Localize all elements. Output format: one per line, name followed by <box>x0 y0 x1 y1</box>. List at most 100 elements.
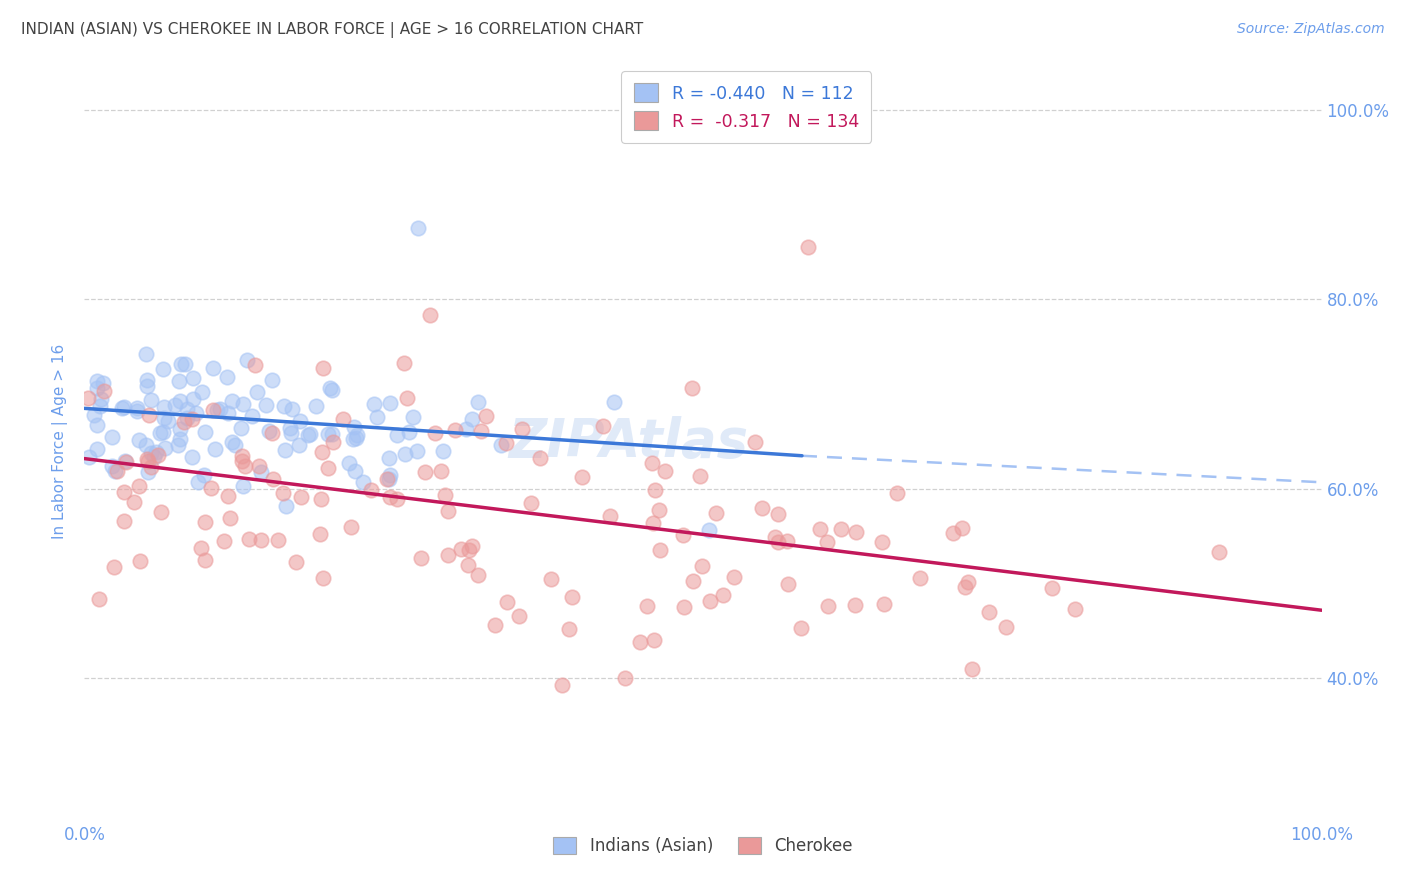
Point <box>103 559 125 574</box>
Point <box>273 399 295 413</box>
Point <box>550 678 572 692</box>
Point <box>908 571 931 585</box>
Point <box>201 403 224 417</box>
Point <box>644 483 666 497</box>
Point <box>956 574 979 589</box>
Point <box>232 397 254 411</box>
Point <box>689 469 711 483</box>
Point <box>776 576 799 591</box>
Point <box>128 433 150 447</box>
Point <box>950 521 973 535</box>
Point <box>495 436 517 450</box>
Point <box>194 425 217 439</box>
Point <box>489 438 512 452</box>
Point <box>643 633 665 648</box>
Point <box>135 373 157 387</box>
Point <box>247 458 270 473</box>
Point <box>641 456 664 470</box>
Point <box>260 426 283 441</box>
Point <box>169 422 191 436</box>
Point <box>378 468 401 483</box>
Point <box>751 501 773 516</box>
Point <box>510 422 533 436</box>
Point <box>344 431 367 445</box>
Point <box>519 496 541 510</box>
Point <box>149 425 172 440</box>
Point <box>235 459 257 474</box>
Point <box>408 221 430 235</box>
Point <box>682 574 704 588</box>
Point <box>180 450 202 464</box>
Legend: Indians (Asian), Cherokee: Indians (Asian), Cherokee <box>546 830 860 862</box>
Point <box>91 376 114 390</box>
Point <box>217 490 239 504</box>
Point <box>212 533 235 548</box>
Point <box>238 532 260 546</box>
Point <box>280 425 302 440</box>
Point <box>654 464 676 478</box>
Point <box>343 419 366 434</box>
Point <box>87 591 110 606</box>
Point <box>152 361 174 376</box>
Point <box>232 479 254 493</box>
Text: INDIAN (ASIAN) VS CHEROKEE IN LABOR FORCE | AGE > 16 CORRELATION CHART: INDIAN (ASIAN) VS CHEROKEE IN LABOR FORC… <box>21 22 644 38</box>
Point <box>437 504 460 518</box>
Point <box>540 572 562 586</box>
Point <box>450 541 472 556</box>
Point <box>815 534 838 549</box>
Point <box>309 492 332 507</box>
Point <box>461 412 484 426</box>
Point <box>385 427 408 442</box>
Point <box>614 671 637 685</box>
Point <box>690 558 713 573</box>
Point <box>149 505 172 519</box>
Point <box>305 399 328 413</box>
Point <box>339 520 361 534</box>
Point <box>86 417 108 432</box>
Point <box>790 621 813 635</box>
Point <box>955 581 977 595</box>
Point <box>873 597 896 611</box>
Point <box>156 414 179 428</box>
Point <box>318 461 340 475</box>
Point <box>697 523 720 537</box>
Point <box>352 475 374 489</box>
Point <box>648 503 671 517</box>
Point <box>430 464 453 478</box>
Point <box>181 371 204 385</box>
Point <box>250 533 273 547</box>
Point <box>309 527 332 541</box>
Point <box>406 443 429 458</box>
Point <box>599 509 621 524</box>
Point <box>628 634 651 648</box>
Point <box>139 393 162 408</box>
Point <box>169 393 191 408</box>
Point <box>135 379 157 393</box>
Point <box>1040 581 1063 595</box>
Point <box>114 453 136 467</box>
Point <box>377 451 399 466</box>
Point <box>184 406 207 420</box>
Point <box>207 402 229 417</box>
Point <box>152 425 174 440</box>
Point <box>776 533 799 548</box>
Point <box>229 420 252 434</box>
Point <box>704 506 727 520</box>
Point <box>433 487 456 501</box>
Point <box>153 411 176 425</box>
Point <box>145 445 167 459</box>
Point <box>409 551 432 566</box>
Text: ZIPAtlas: ZIPAtlas <box>509 416 749 467</box>
Point <box>281 402 304 417</box>
Point <box>363 397 385 411</box>
Point <box>114 455 136 469</box>
Point <box>290 490 312 504</box>
Point <box>236 352 259 367</box>
Point <box>169 432 191 446</box>
Point <box>89 399 111 413</box>
Point <box>432 443 454 458</box>
Point <box>711 588 734 602</box>
Point <box>603 395 626 409</box>
Point <box>112 400 135 414</box>
Point <box>240 409 263 423</box>
